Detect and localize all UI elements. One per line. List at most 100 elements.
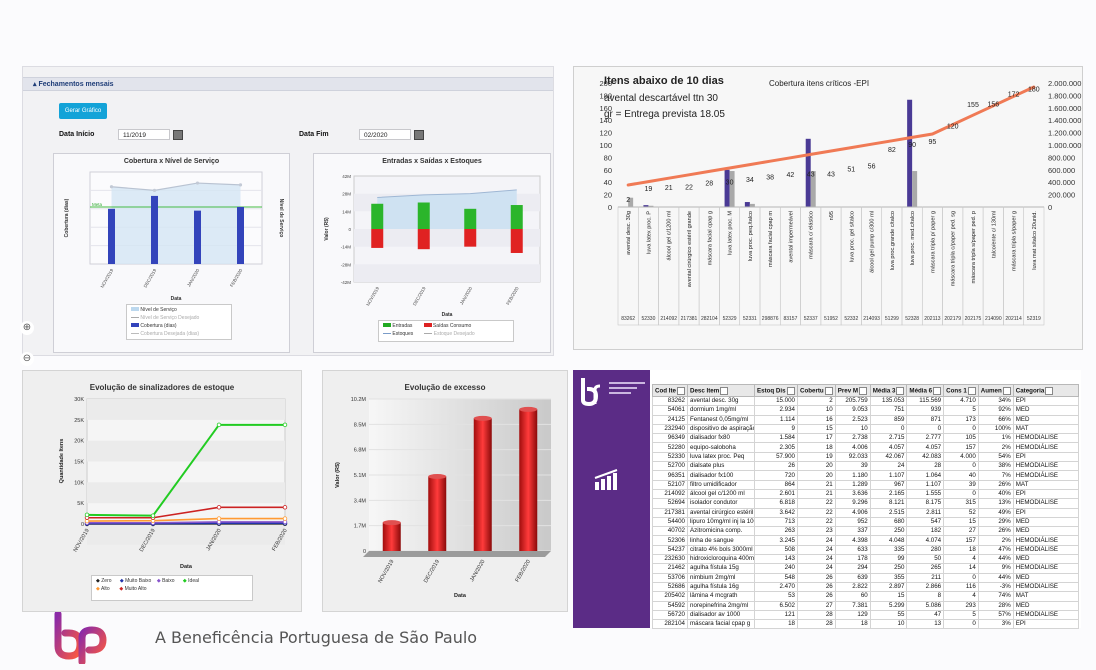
table-row[interactable]: 52280 equipo-saloboha 2.305 18 4.006 4.057 4.0… (652, 442, 1079, 453)
table-row[interactable]: 232940 dispositivo de aspiração 9 15 10 0 0 0 10… (652, 423, 1079, 435)
column-header[interactable]: Categoria (1012, 384, 1079, 397)
filter-dropdown-icon[interactable] (720, 386, 729, 395)
table-row[interactable]: 232630 hidroxicloroquina 400m 143 24 178 99 50… (652, 554, 1079, 565)
table-row[interactable]: 52700 dialsate plus 26 20 39 24 28 0 38% HEMODIÁL… (652, 461, 1079, 472)
table-cell: 7% (977, 470, 1014, 481)
table-row[interactable]: 53706 nimbium 2mg/ml 548 26 639 355 211 0 44% MED (652, 572, 1079, 583)
column-header[interactable]: Média 6 (906, 384, 945, 397)
table-row[interactable]: 96351 dialisador fx100 720 20 1.180 1.107 1.06… (652, 470, 1079, 481)
column-header[interactable]: Estoq Dis (754, 384, 798, 397)
coverage-bar (194, 210, 201, 264)
table-row[interactable]: 21462 agulha fístula 15g 240 24 294 250 265 14 9… (652, 563, 1079, 574)
table-row[interactable]: 54592 norepinefrina 2mg/ml 6.502 27 7.381 5.2… (652, 600, 1079, 611)
table-row[interactable]: 83262 avental desc. 30g 15.000 2 205.759 135.… (652, 395, 1079, 407)
table-row[interactable]: 214092 álcool gel c/1200 ml 2.601 21 3.636 2.… (652, 488, 1079, 500)
filter-dropdown-icon[interactable] (896, 386, 905, 395)
stock-area (377, 189, 517, 229)
column-header[interactable]: Cobertu (797, 384, 836, 397)
generate-chart-button[interactable]: Gerar Gráfico (59, 103, 107, 119)
table-cell: 29% (977, 516, 1014, 528)
category-label: máscara tripla s/paper g (1012, 211, 1018, 271)
saidas-bar (510, 229, 523, 253)
filter-dropdown-icon[interactable] (933, 386, 942, 395)
table-cell: agulha fístula 15g (687, 563, 755, 574)
table-cell: 952 (834, 516, 871, 528)
table-cell: EPI (1012, 395, 1079, 407)
column-header[interactable]: Prev M (834, 384, 871, 397)
zoom-out-icon[interactable]: ⊖ (20, 352, 34, 366)
data-label: 21 (665, 185, 673, 192)
filter-dropdown-icon[interactable] (1002, 386, 1011, 395)
table-cell: 4.710 (943, 395, 979, 407)
table-row[interactable]: 52686 agulha fístula 16g 2.470 26 2.822 2.897… (652, 581, 1079, 593)
column-header-label: Média 3 (872, 387, 896, 395)
table-row[interactable]: 56720 dialisador av 1000 121 28 129 55 47 5 57% H… (652, 609, 1079, 621)
table-row[interactable]: 52330 luva latex proc. Peq 57.900 19 92.033 4… (652, 451, 1079, 463)
data-label: 172 (1008, 91, 1020, 98)
table-row[interactable]: 282104 máscara facial cpap g 18 28 18 10 13 0 3%… (652, 619, 1079, 630)
table-cell: 2.777 (906, 433, 945, 444)
table-cell: 54% (977, 451, 1014, 463)
series-point (282, 422, 288, 428)
category-label: avental desc. 30g (626, 211, 632, 255)
table-cell: 18 (797, 442, 836, 453)
calendar-icon[interactable] (414, 130, 424, 140)
x-tick-label: NOV/2019 (365, 286, 380, 307)
excess-bar (519, 409, 538, 551)
calendar-icon[interactable] (173, 130, 183, 140)
category-label: luva latex proc. M (728, 211, 734, 255)
flows-chart: Entradas x Saídas x Estoques 42M 28M 14M 0 -… (313, 153, 551, 353)
y2-tick-label: 600.000 (1048, 166, 1075, 175)
table-row[interactable]: 52107 filtro umidificador 864 21 1.289 967 1.1… (652, 479, 1079, 490)
table-row[interactable]: 54237 citrato 4% bols 3000ml 508 24 633 335 28… (652, 544, 1079, 556)
column-header[interactable]: Média 3 (869, 384, 908, 397)
filter-dropdown-icon[interactable] (676, 386, 685, 395)
table-row[interactable]: 217381 avental cirúrgico estéril 3.642 22 4.… (652, 507, 1079, 518)
filter-dropdown-icon[interactable] (786, 386, 795, 395)
table-cell: 54592 (652, 600, 688, 611)
table-row[interactable]: 52306 linha de sangue 3.245 24 4.398 4.048 4.0… (652, 535, 1079, 546)
table-cell: 96351 (652, 470, 688, 481)
table-cell: 9 (754, 423, 798, 435)
table-cell: -3% (977, 581, 1014, 593)
filter-dropdown-icon[interactable] (824, 386, 833, 395)
end-date-input[interactable]: 02/2020 (359, 129, 411, 140)
filter-dropdown-icon[interactable] (1045, 386, 1054, 395)
panel-header[interactable]: ▴ Fechamentos mensais (23, 77, 553, 91)
table-row[interactable]: 40702 Azitromicina comp. 263 23 337 250 182 27 2… (652, 526, 1079, 537)
data-label: 22 (685, 184, 693, 191)
table-cell: 99 (869, 554, 908, 565)
filter-dropdown-icon[interactable] (967, 386, 976, 395)
category-label: luva proc.grande c/talco (890, 211, 896, 270)
data-label: 56 (868, 163, 876, 170)
bp-logo (54, 612, 107, 664)
legend-swatch (423, 323, 432, 327)
collapse-icon[interactable]: ▴ (33, 81, 39, 88)
table-cell: norepinefrina 2mg/ml (687, 600, 755, 611)
series-point (282, 505, 288, 510)
table-row[interactable]: 205402 lâmina 4 mcgrath 53 26 60 15 8 4 74% MAT (652, 591, 1079, 602)
table-cell: 0 (943, 619, 979, 630)
table-cell: 52306 (652, 535, 688, 546)
start-date-label: Data Início (59, 131, 95, 138)
table-cell: 2.515 (869, 507, 908, 518)
table-row[interactable]: 52694 isolador condutor 6.818 22 9.296 8.121 8… (652, 498, 1079, 509)
table-cell: 1.555 (906, 488, 945, 500)
table-cell: 4.398 (834, 535, 871, 546)
table-row[interactable]: 54061 dormium 1mg/ml 2.934 10 9.053 751 939 5 92… (652, 405, 1079, 416)
column-header[interactable]: Aumen (977, 384, 1014, 397)
table-row[interactable]: 54400 lipuro 10mg/ml inj la 100 713 22 952 68… (652, 516, 1079, 528)
column-header[interactable]: Cons 1 (943, 384, 979, 397)
filter-dropdown-icon[interactable] (859, 386, 868, 395)
column-header[interactable]: Cod Ite (652, 384, 688, 397)
table-row[interactable]: 96349 dialisador fx80 1.584 17 2.738 2.715 2.7… (652, 433, 1079, 444)
start-date-input[interactable]: 11/2019 (118, 129, 170, 140)
item-code: 83157 (783, 316, 797, 322)
table-cell: dispositivo de aspiração (687, 423, 755, 435)
table-row[interactable]: 24125 Fentanest 0,05mg/ml 1.114 16 2.523 859 8… (652, 414, 1079, 425)
table-cell: 751 (869, 405, 908, 416)
coverage-chart-svg: Meta NOV/2019 DEC/2019 JAN/2020 FEB/2020 Cobe… (64, 171, 284, 302)
zoom-in-icon[interactable]: ⊕ (20, 321, 34, 335)
column-header[interactable]: Desc Item (687, 384, 755, 397)
entradas-bar (417, 202, 430, 229)
